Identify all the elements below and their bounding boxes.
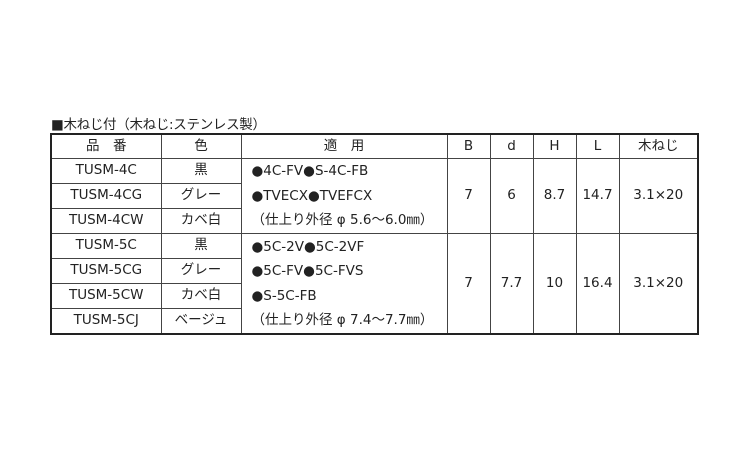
application-line: ●S-5C-FB bbox=[251, 287, 317, 304]
part-number: TUSM-4CG bbox=[50, 183, 162, 209]
application-line: ●5C-2V●5C-2VF bbox=[251, 238, 365, 255]
header-row: 品 番 色 適 用 B d H L 木ねじ bbox=[50, 133, 699, 159]
color: グレー bbox=[160, 258, 242, 284]
value-l: 16.4 bbox=[575, 233, 620, 335]
application: ●5C-2V●5C-2VF ●5C-FV●5C-FVS ●S-5C-FB （仕上… bbox=[240, 233, 448, 335]
color: グレー bbox=[160, 183, 242, 209]
part-number: TUSM-5C bbox=[50, 233, 162, 259]
part-number: TUSM-5CG bbox=[50, 258, 162, 284]
header-h: H bbox=[532, 133, 577, 159]
value-screw: 3.1×20 bbox=[618, 158, 699, 234]
application: ●4C-FV●S-4C-FB ●TVECX●TVEFCX （仕上り外径 φ 5.… bbox=[240, 158, 448, 234]
application-line: （仕上り外径 φ 5.6～6.0㎜） bbox=[251, 212, 434, 229]
value-h: 10 bbox=[532, 233, 577, 335]
header-b: B bbox=[446, 133, 491, 159]
part-number: TUSM-4CW bbox=[50, 208, 162, 234]
application-line: ●4C-FV●S-4C-FB bbox=[251, 163, 369, 180]
application-line: ●5C-FV●5C-FVS bbox=[251, 263, 364, 279]
application-line: ●TVECX●TVEFCX bbox=[251, 187, 373, 204]
color: カベ白 bbox=[160, 283, 242, 309]
color: 黒 bbox=[160, 158, 242, 184]
header-part: 品 番 bbox=[50, 133, 162, 159]
application-line: （仕上り外径 φ 7.4～7.7㎜） bbox=[251, 312, 434, 328]
header-color: 色 bbox=[160, 133, 242, 159]
table-row: TUSM-4CW カベ白 bbox=[50, 208, 698, 234]
table-row: TUSM-5C 黒 ●5C-2V●5C-2VF ●5C-FV●5C-FVS ●S… bbox=[50, 233, 699, 335]
table-row: TUSM-5CJ ベージュ bbox=[50, 308, 698, 335]
value-h: 8.7 bbox=[532, 158, 577, 234]
color: カベ白 bbox=[160, 208, 242, 234]
value-d: 7.7 bbox=[489, 233, 534, 335]
value-screw: 3.1×20 bbox=[618, 233, 699, 335]
value-b: 7 bbox=[446, 233, 491, 335]
header-d: d bbox=[489, 133, 534, 159]
table-row: TUSM-5CW カベ白 bbox=[50, 283, 698, 309]
value-b: 7 bbox=[446, 158, 491, 234]
table-row: TUSM-4C 黒 ●4C-FV●S-4C-FB ●TVECX●TVEFCX （… bbox=[50, 158, 699, 234]
part-number: TUSM-5CW bbox=[50, 283, 162, 309]
table-title: ■木ねじ付（木ねじ:ステンレス製） bbox=[51, 117, 266, 133]
value-l: 14.7 bbox=[575, 158, 620, 234]
table-row: TUSM-5CG グレー bbox=[50, 258, 698, 284]
part-number: TUSM-4C bbox=[50, 158, 162, 184]
header-application: 適 用 bbox=[240, 133, 448, 159]
part-number: TUSM-5CJ bbox=[50, 308, 162, 335]
spec-table: 品 番 色 適 用 B d H L 木ねじ TUSM-4C 黒 ●4C-FV●S… bbox=[50, 133, 699, 335]
header-l: L bbox=[575, 133, 620, 159]
color: ベージュ bbox=[160, 308, 242, 335]
table-row: TUSM-4CG グレー bbox=[50, 183, 698, 209]
color: 黒 bbox=[160, 233, 242, 259]
value-d: 6 bbox=[489, 158, 534, 234]
header-screw: 木ねじ bbox=[618, 133, 699, 159]
